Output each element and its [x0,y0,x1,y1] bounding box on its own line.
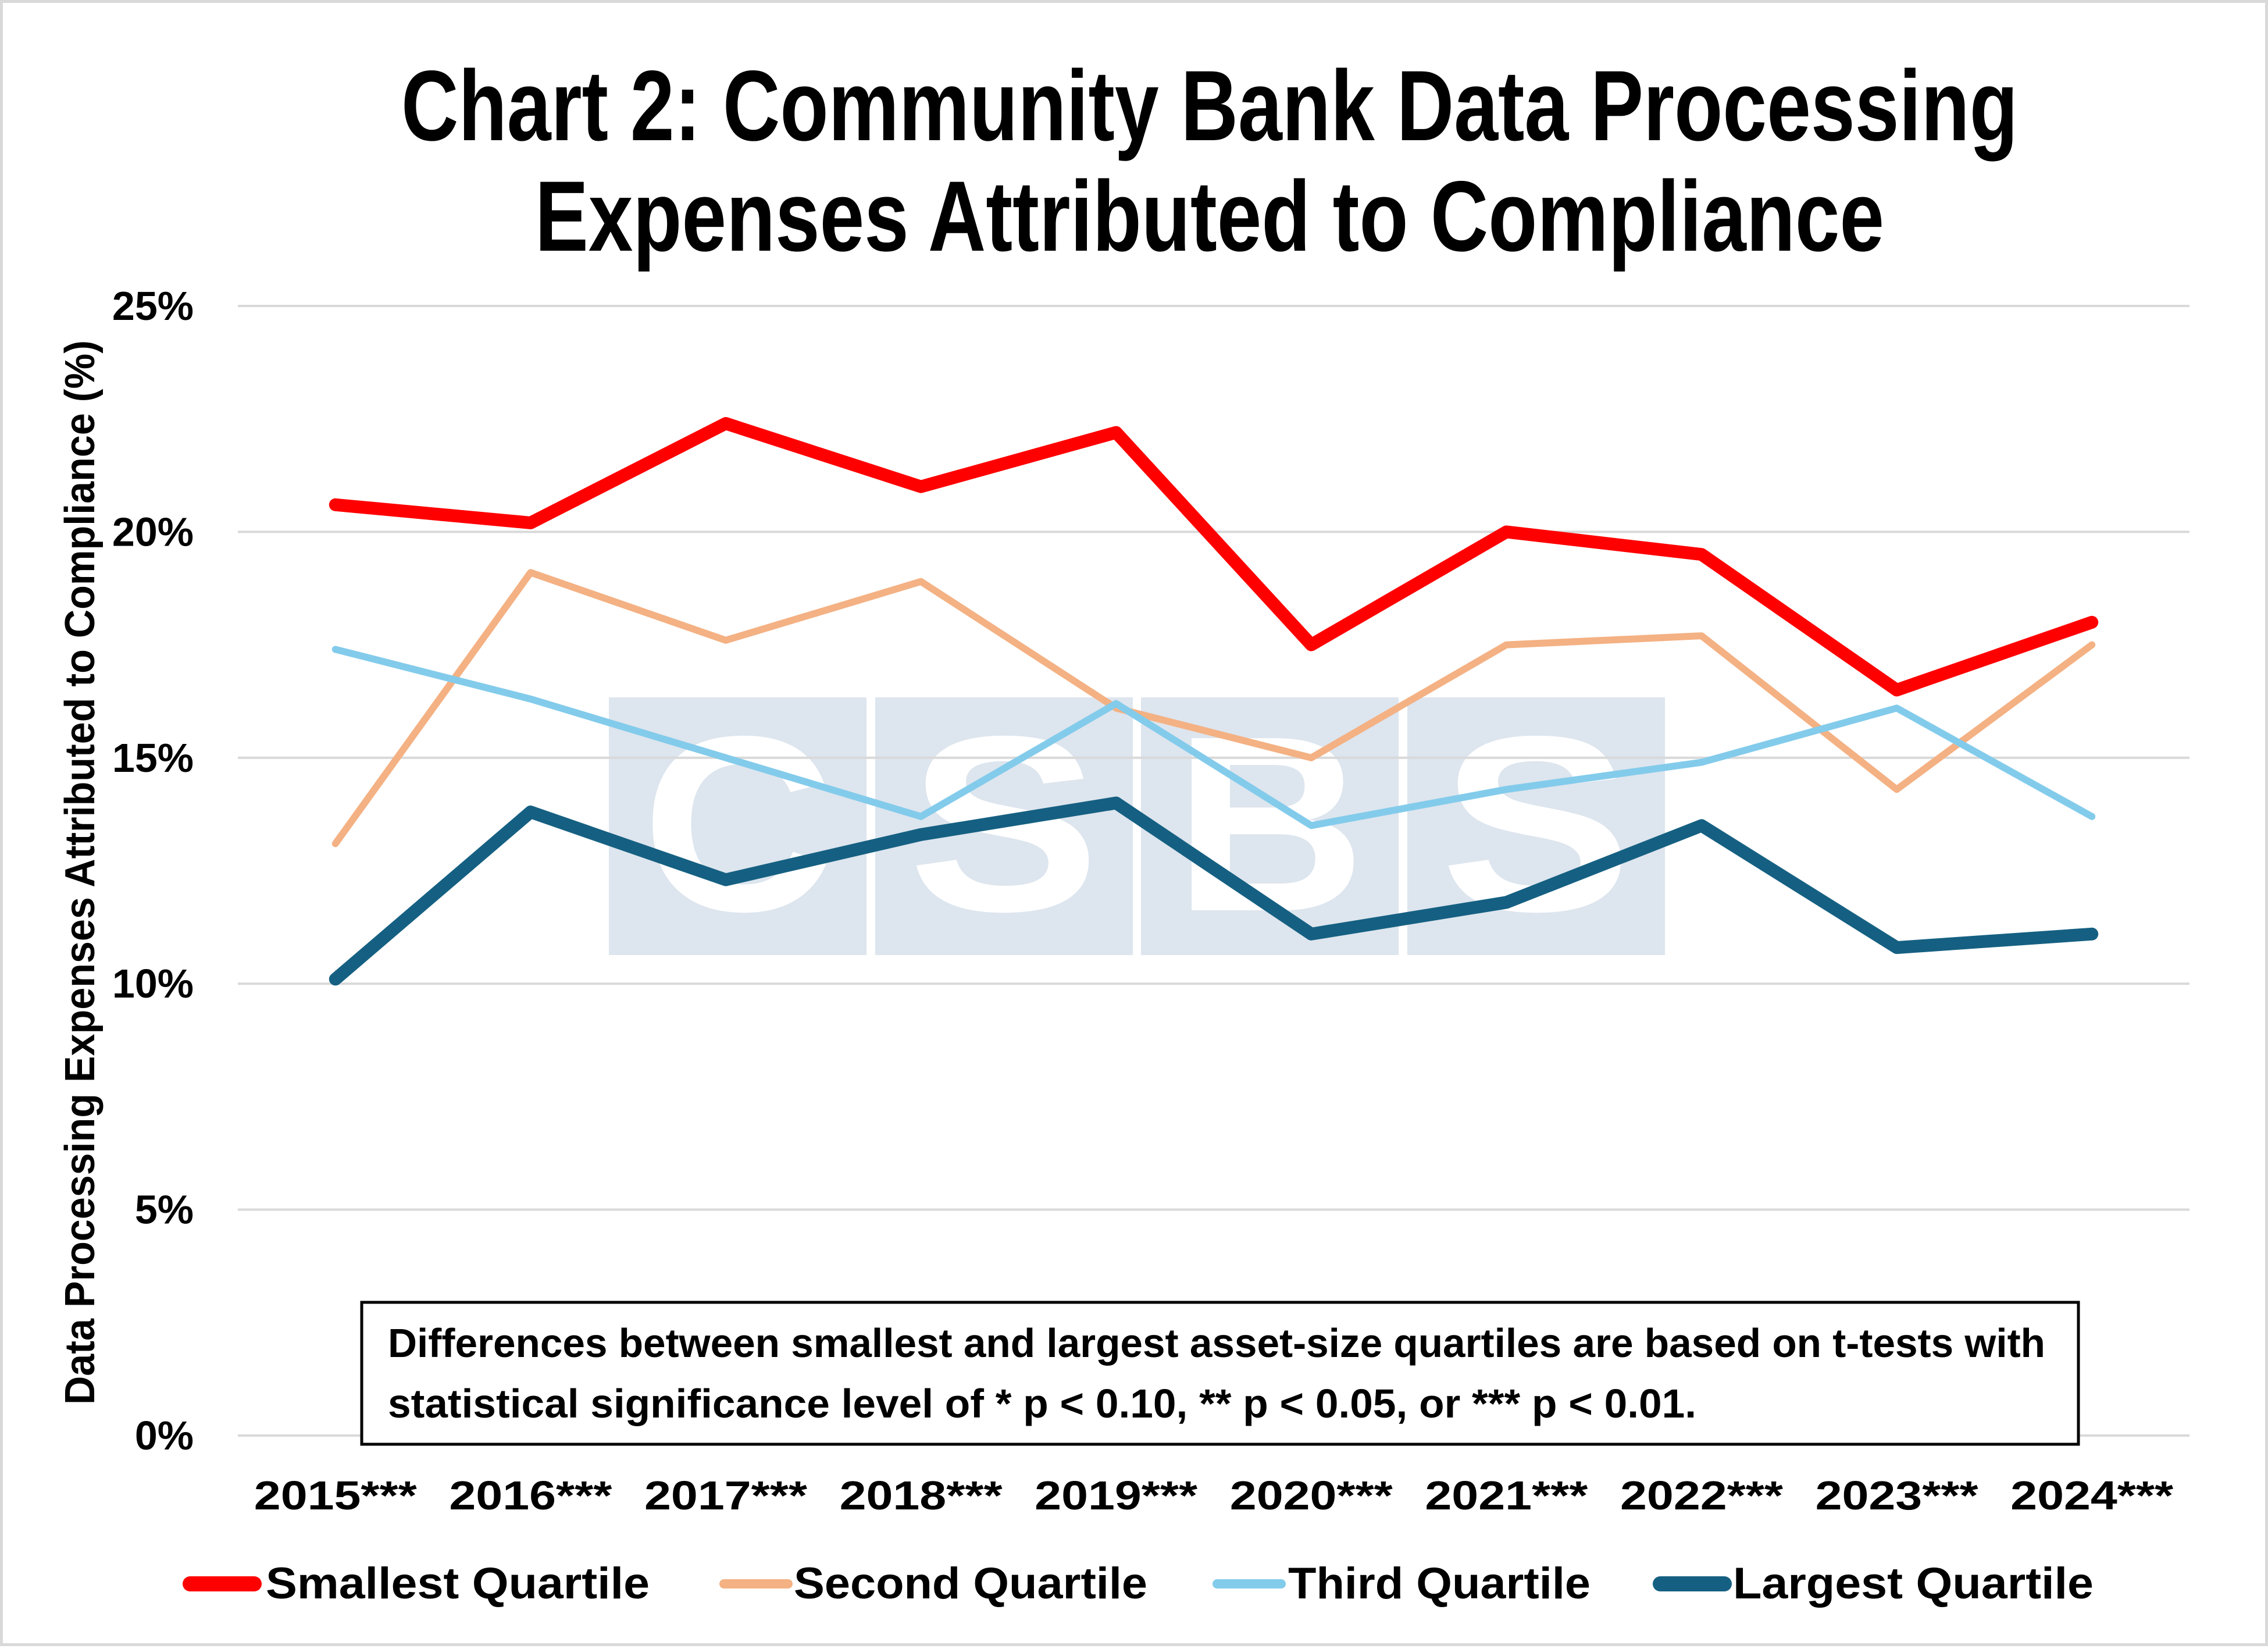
legend-label: Third Quartile [1288,1559,1591,1608]
x-tick-label: 2016*** [449,1473,612,1518]
chart-title-line-1: Chart 2: Community Bank Data Processing [401,50,2018,162]
y-tick-label: 25% [112,283,194,329]
series-line-second-quartile [331,569,2096,847]
legend-item-smallest-quartile: Smallest Quartile [183,1559,650,1608]
legend-label: Largest Quartile [1733,1559,2094,1608]
x-tick-label: 2022*** [1620,1473,1784,1518]
x-tick-label: 2023*** [1816,1473,1979,1518]
legend-label: Second Quartile [794,1559,1147,1608]
y-tick-label: 20% [112,509,194,554]
significance-note-line-2: statistical significance level of * p < … [388,1381,1696,1426]
chart-title-line-2: Expenses Attributed to Compliance [535,161,1884,272]
y-axis-tick-labels: 0% 5% 10% 15% 20% 25% [112,283,194,1458]
line-chart: Chart 2: Community Bank Data Processing … [57,50,2189,1608]
legend-item-second-quartile: Second Quartile [719,1559,1147,1608]
x-tick-label: 2017*** [644,1473,808,1518]
y-tick-label: 5% [135,1187,194,1233]
x-tick-label: 2018*** [840,1473,1003,1518]
legend-item-largest-quartile: Largest Quartile [1653,1559,2094,1608]
y-axis-title: Data Processing Expenses Attributed to C… [57,340,104,1405]
legend: Smallest Quartile Second Quartile Third Qu… [183,1559,2094,1608]
y-tick-label: 0% [135,1413,194,1458]
x-tick-label: 2024*** [2010,1473,2174,1518]
watermark-letter: S [1440,685,1632,964]
x-tick-label: 2015*** [254,1473,418,1518]
x-axis-tick-labels: 2015*** 2016*** 2017*** 2018*** 2019*** 2020*… [254,1473,2174,1518]
x-tick-label: 2020*** [1230,1473,1393,1518]
y-tick-label: 15% [112,735,194,781]
y-tick-label: 10% [112,961,194,1006]
watermark-panel [609,697,866,955]
series-line-largest-quartile [329,796,2099,986]
x-tick-label: 2019*** [1035,1473,1198,1518]
series-line-smallest-quartile [329,417,2099,697]
watermark-letter: C [642,685,834,964]
significance-note-box [360,1301,2080,1446]
significance-note-line-1: Differences between smallest and largest… [388,1320,2045,1366]
legend-item-third-quartile: Third Quartile [1213,1559,1591,1608]
series-lines [329,417,2099,986]
legend-label: Smallest Quartile [266,1559,650,1608]
x-tick-label: 2021*** [1425,1473,1588,1518]
significance-note: Differences between smallest and largest… [360,1301,2080,1446]
series-line-third-quartile [331,646,2096,829]
